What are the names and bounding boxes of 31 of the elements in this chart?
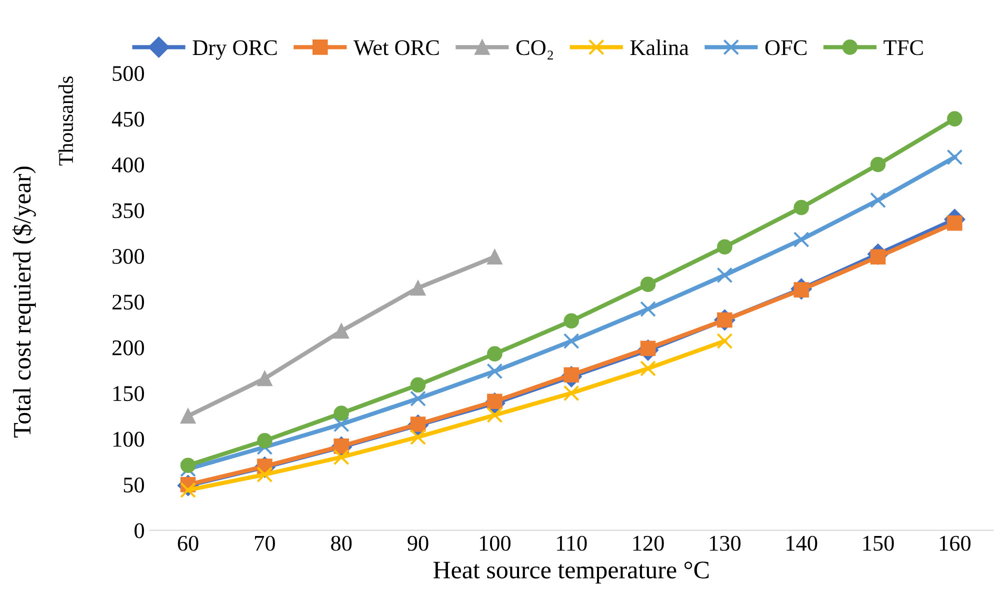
x-tick-label: 80 <box>331 536 352 551</box>
x-tick-label: 160 <box>940 536 970 551</box>
y-tick-label: 150 <box>113 386 144 402</box>
x-tick-label: 70 <box>255 536 275 551</box>
text: Thousands <box>58 76 74 166</box>
y-tick-label: 100 <box>113 432 144 447</box>
x-axis-title: Heat source temperature °C <box>433 562 709 584</box>
y-tick-label: 250 <box>112 294 144 310</box>
x-tick-label: 150 <box>863 536 894 551</box>
legend-label: OFC <box>765 40 806 56</box>
y-tick-label: 50 <box>124 478 144 493</box>
y-tick-label: 400 <box>112 157 144 172</box>
legend-label: Kalina <box>630 40 689 56</box>
x-tick-label: 110 <box>557 536 587 551</box>
y-axis-title: Total cost requierd ($/year) <box>12 166 36 438</box>
y-tick-label: 500 <box>112 66 144 82</box>
legend-label: CO₂ <box>516 40 553 60</box>
y-tick-label: 450 <box>112 112 144 127</box>
legend-label: Wet ORC <box>354 40 439 56</box>
x-tick-label: 60 <box>178 536 198 551</box>
x-tick-label: 140 <box>786 536 818 551</box>
y-tick-label: 0 <box>134 523 144 538</box>
x-tick-label: 100 <box>480 536 511 551</box>
legend-label: Dry ORC <box>192 40 277 60</box>
y-tick-label: 300 <box>112 248 144 264</box>
x-tick-label: 90 <box>408 536 428 551</box>
y-tick-label: 200 <box>112 340 144 356</box>
legend-label: TFC <box>884 40 923 56</box>
y-tick-label: 350 <box>112 203 144 218</box>
x-tick-label: 130 <box>710 536 741 551</box>
x-tick-label: 120 <box>633 536 664 551</box>
